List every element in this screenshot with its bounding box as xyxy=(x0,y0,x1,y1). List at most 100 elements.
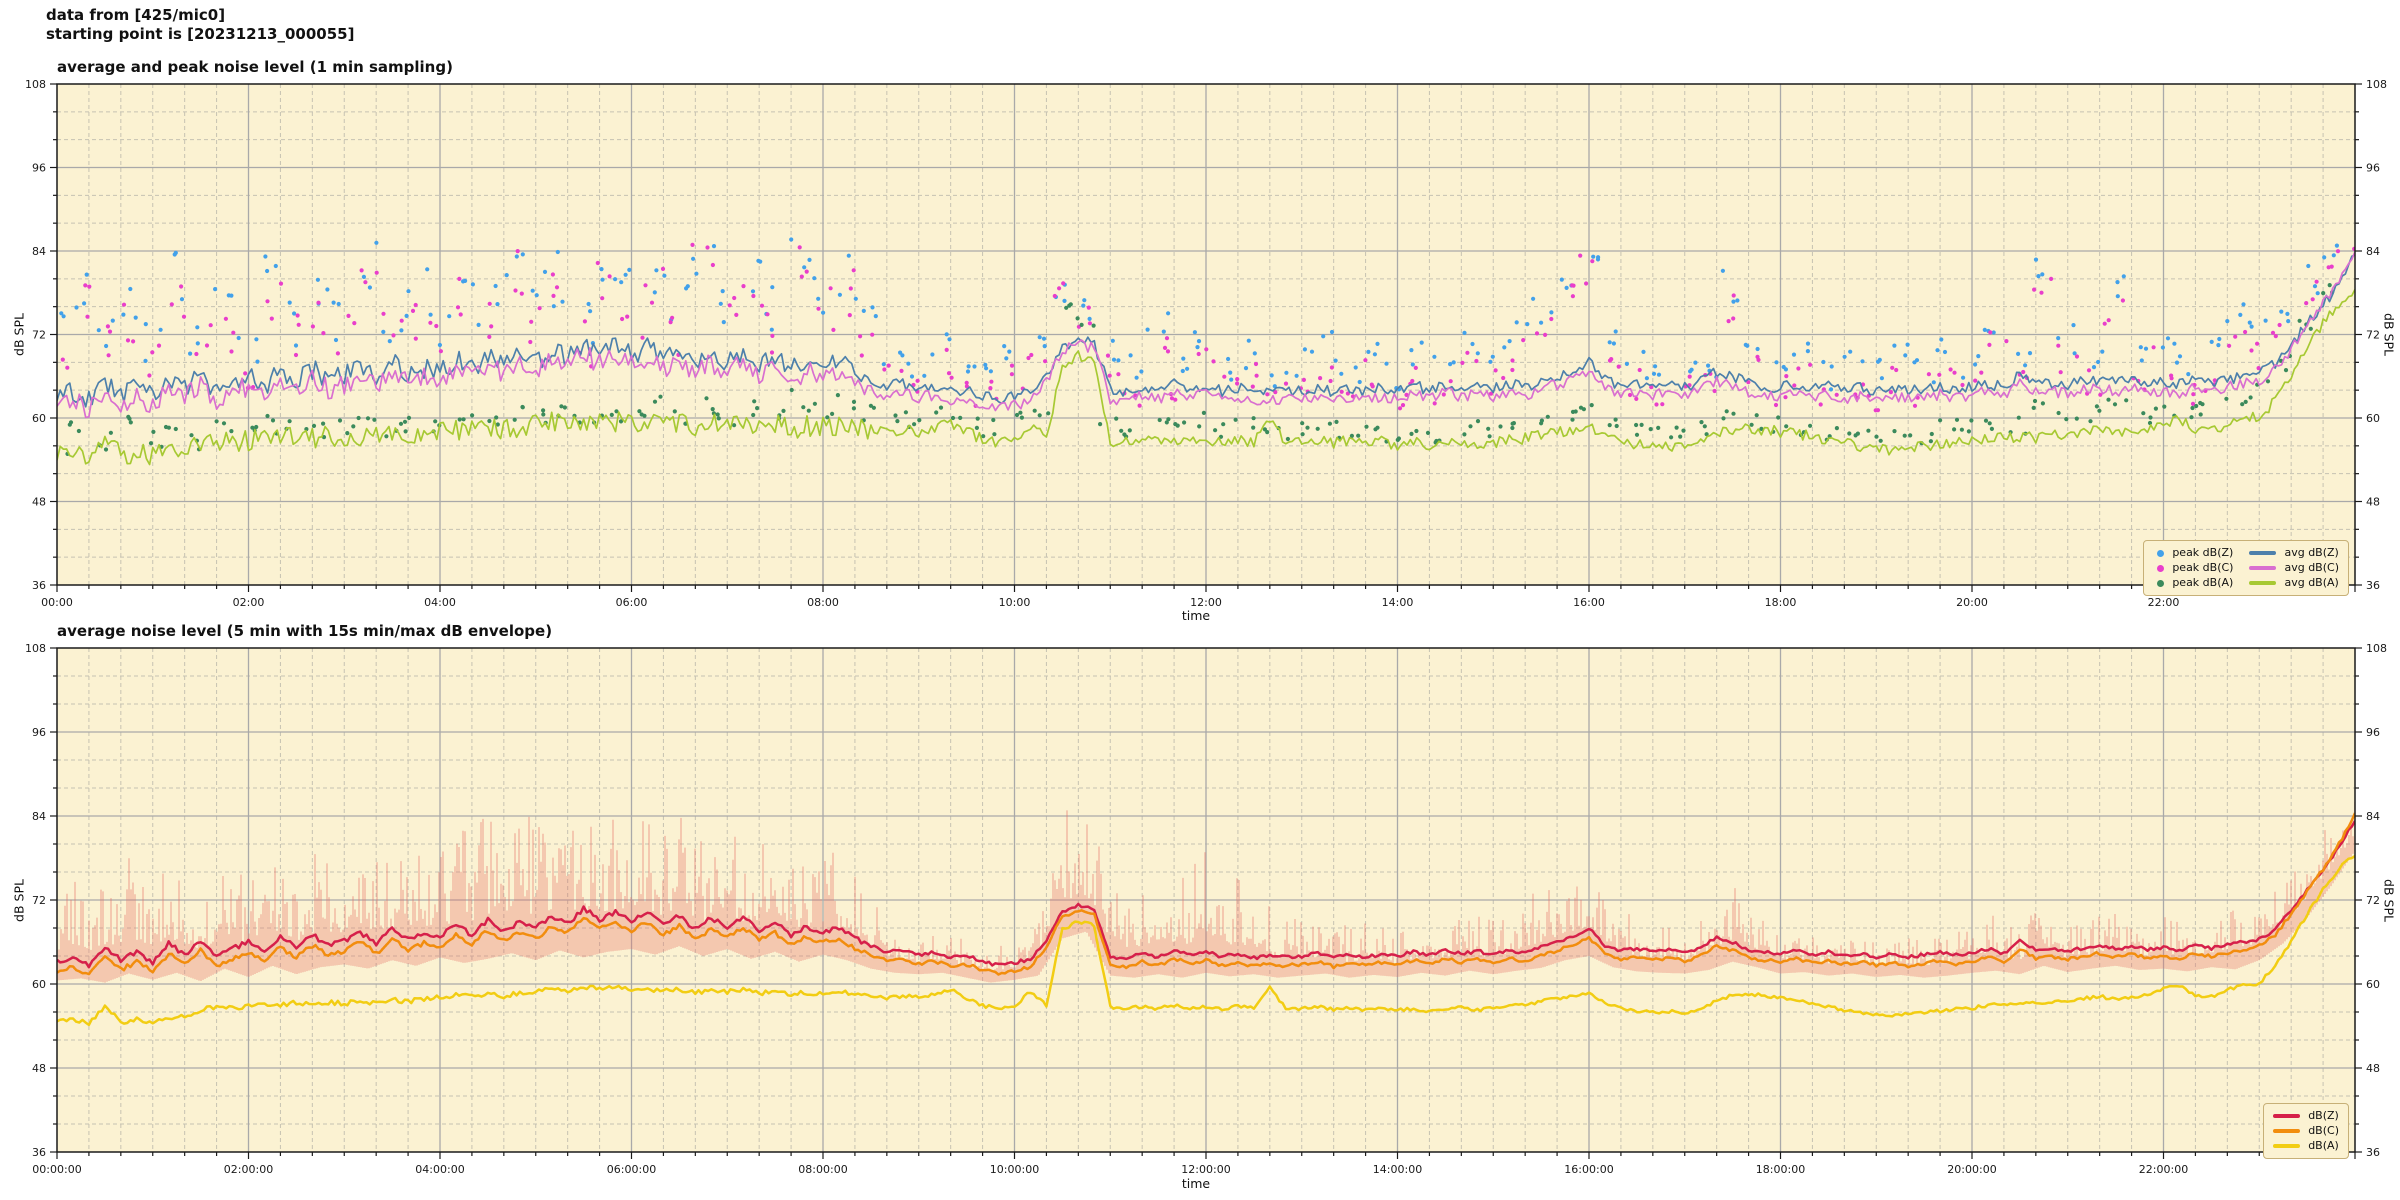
top-xaxis-label: time xyxy=(1181,608,1211,623)
legend-line-marker xyxy=(2249,551,2277,555)
legend-label: dB(C) xyxy=(2308,1124,2339,1137)
legend-label: dB(A) xyxy=(2308,1139,2339,1152)
svg-text:14:00:00: 14:00:00 xyxy=(1373,1163,1422,1176)
svg-text:84: 84 xyxy=(2366,245,2380,258)
svg-text:36: 36 xyxy=(32,1146,46,1159)
legend-dot-marker xyxy=(2157,564,2165,572)
svg-text:04:00: 04:00 xyxy=(424,596,456,609)
svg-text:96: 96 xyxy=(2366,726,2380,739)
svg-text:48: 48 xyxy=(32,496,46,509)
svg-text:16:00:00: 16:00:00 xyxy=(1564,1163,1613,1176)
header-line2: starting point is [20231213_000055] xyxy=(46,25,355,43)
svg-text:48: 48 xyxy=(32,1062,46,1075)
svg-text:00:00:00: 00:00:00 xyxy=(32,1163,81,1176)
plot1-line-0 xyxy=(57,820,2355,969)
bottom-yaxis-label-left: dB SPL xyxy=(11,879,27,922)
svg-text:08:00: 08:00 xyxy=(807,596,839,609)
plot0-ticks xyxy=(50,83,2362,592)
top-plot-title: average and peak noise level (1 min samp… xyxy=(57,58,453,76)
legend-label: peak dB(Z) xyxy=(2172,546,2234,559)
svg-text:16:00: 16:00 xyxy=(1573,596,1605,609)
legend-label: peak dB(A) xyxy=(2172,576,2234,589)
legend-line-marker xyxy=(2249,581,2277,585)
top-plot-legend: peak dB(Z) avg dB(Z) peak dB(C) avg dB(C) pe… xyxy=(2143,540,2349,596)
svg-text:12:00: 12:00 xyxy=(1190,596,1222,609)
svg-text:36: 36 xyxy=(2366,1146,2380,1159)
svg-text:108: 108 xyxy=(25,642,46,655)
svg-text:60: 60 xyxy=(32,412,46,425)
svg-text:22:00: 22:00 xyxy=(2148,596,2180,609)
legend-label: avg dB(Z) xyxy=(2284,546,2339,559)
svg-text:60: 60 xyxy=(32,978,46,991)
bottom-yaxis-label-right: dB SPL xyxy=(2381,879,2397,922)
legend-line-marker xyxy=(2273,1144,2301,1148)
svg-text:48: 48 xyxy=(2366,496,2380,509)
header-line1: data from [425/mic0] xyxy=(46,6,226,24)
svg-text:04:00:00: 04:00:00 xyxy=(415,1163,464,1176)
svg-text:36: 36 xyxy=(32,579,46,592)
top-yaxis-label-left: dB SPL xyxy=(11,313,27,356)
plot0-scatter-1 xyxy=(60,234,2355,413)
plot0-tick-labels: 00:00 02:00 04:00 06:00 08:00 10:00 12:00 14:00… xyxy=(25,78,2387,609)
svg-text:10:00: 10:00 xyxy=(999,596,1031,609)
legend-item-db-z-: dB(Z) xyxy=(2273,1109,2339,1123)
legend-dot-marker xyxy=(2157,579,2165,587)
svg-text:00:00: 00:00 xyxy=(41,596,73,609)
legend-item-peak-db-z-: peak dB(Z) xyxy=(2153,546,2233,560)
legend-item-avg-db-c-: avg dB(C) xyxy=(2249,561,2339,575)
svg-text:60: 60 xyxy=(2366,412,2380,425)
legend-item-avg-db-a-: avg dB(A) xyxy=(2249,576,2339,590)
svg-text:02:00:00: 02:00:00 xyxy=(224,1163,273,1176)
svg-text:96: 96 xyxy=(32,726,46,739)
svg-text:22:00:00: 22:00:00 xyxy=(2139,1163,2188,1176)
plot0-scatter-2 xyxy=(65,283,2335,456)
legend-label: dB(Z) xyxy=(2308,1109,2339,1122)
svg-text:96: 96 xyxy=(2366,162,2380,175)
legend-line-marker xyxy=(2249,566,2277,570)
plot0-scatter-0 xyxy=(59,237,2339,392)
bottom-plot-legend: dB(Z) dB(C) dB(A) xyxy=(2263,1103,2349,1159)
legend-item-avg-db-z-: avg dB(Z) xyxy=(2249,546,2339,560)
plot0-line-0 xyxy=(57,254,2355,408)
header: data from [425/mic0] starting point is [… xyxy=(46,6,354,44)
svg-text:14:00: 14:00 xyxy=(1382,596,1414,609)
svg-text:06:00: 06:00 xyxy=(616,596,648,609)
plot0-line-1 xyxy=(57,251,2355,419)
svg-text:96: 96 xyxy=(32,162,46,175)
bottom-xaxis-label: time xyxy=(1181,1176,1211,1191)
svg-text:108: 108 xyxy=(2366,642,2387,655)
svg-text:60: 60 xyxy=(2366,978,2380,991)
svg-text:06:00:00: 06:00:00 xyxy=(607,1163,656,1176)
svg-text:72: 72 xyxy=(32,329,46,342)
svg-text:18:00:00: 18:00:00 xyxy=(1756,1163,1805,1176)
svg-text:20:00: 20:00 xyxy=(1956,596,1988,609)
legend-item-peak-db-a-: peak dB(A) xyxy=(2153,576,2233,590)
plot1-ticks xyxy=(50,647,2362,1159)
legend-dot-marker xyxy=(2157,549,2165,557)
svg-text:20:00:00: 20:00:00 xyxy=(1947,1163,1996,1176)
legend-item-db-a-: dB(A) xyxy=(2273,1139,2339,1153)
svg-text:08:00:00: 08:00:00 xyxy=(798,1163,847,1176)
plot1-line-2 xyxy=(57,855,2355,1027)
svg-text:84: 84 xyxy=(32,245,46,258)
top-yaxis-label-right: dB SPL xyxy=(2381,313,2397,356)
legend-label: avg dB(A) xyxy=(2284,576,2339,589)
svg-text:72: 72 xyxy=(32,894,46,907)
legend-item-db-c-: dB(C) xyxy=(2273,1124,2339,1138)
svg-text:72: 72 xyxy=(2366,329,2380,342)
legend-line-marker xyxy=(2273,1114,2301,1118)
svg-text:72: 72 xyxy=(2366,894,2380,907)
legend-item-peak-db-c-: peak dB(C) xyxy=(2153,561,2233,575)
svg-text:18:00: 18:00 xyxy=(1765,596,1797,609)
svg-text:02:00: 02:00 xyxy=(233,596,265,609)
plot0-line-2 xyxy=(57,289,2355,466)
legend-line-marker xyxy=(2273,1129,2301,1133)
svg-text:108: 108 xyxy=(25,78,46,91)
plot1-grid-major xyxy=(57,648,2355,1152)
plot0-grid-major xyxy=(57,84,2355,585)
svg-text:36: 36 xyxy=(2366,579,2380,592)
svg-text:84: 84 xyxy=(2366,810,2380,823)
svg-text:12:00:00: 12:00:00 xyxy=(1181,1163,1230,1176)
svg-text:108: 108 xyxy=(2366,78,2387,91)
